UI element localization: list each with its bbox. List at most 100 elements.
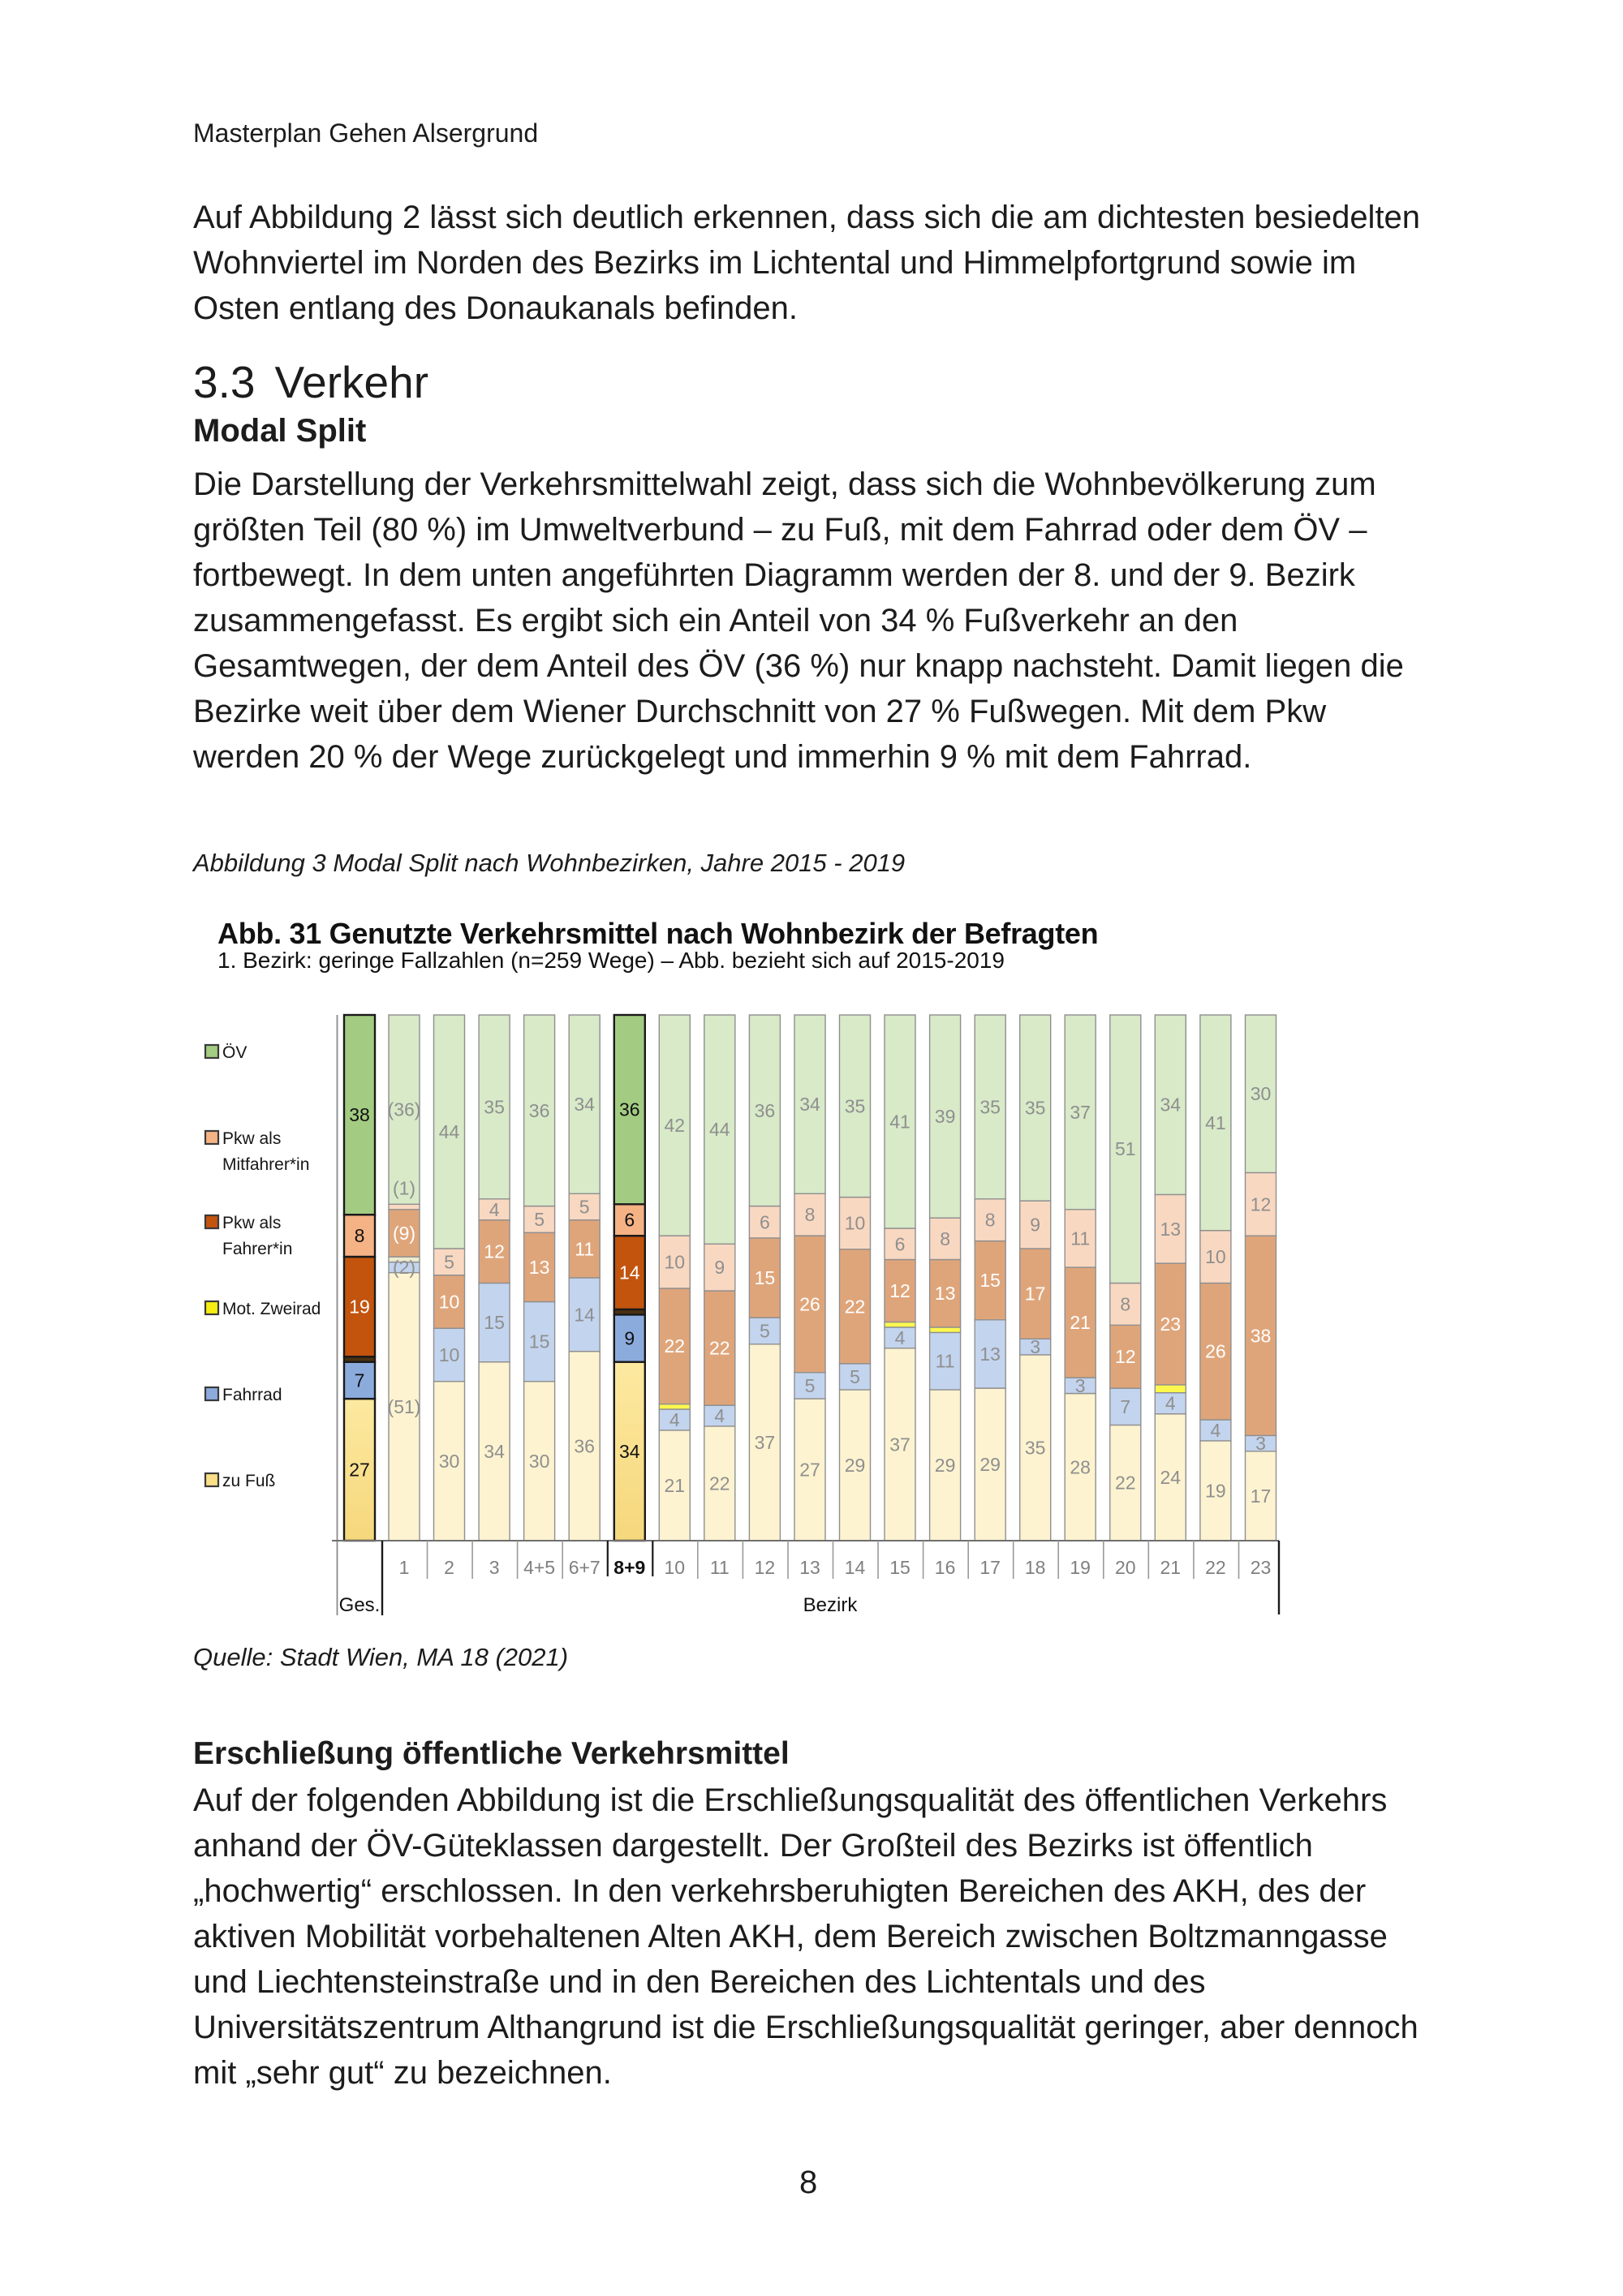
svg-text:6+7: 6+7 [569,1557,601,1578]
svg-text:34: 34 [574,1094,595,1115]
svg-text:11: 11 [1070,1228,1090,1249]
svg-text:38: 38 [349,1104,370,1125]
svg-text:36: 36 [529,1100,550,1121]
svg-text:38: 38 [1251,1325,1272,1346]
svg-text:12: 12 [755,1557,776,1578]
svg-text:15: 15 [979,1270,1001,1291]
svg-text:30: 30 [529,1451,550,1472]
svg-text:14: 14 [574,1304,595,1325]
svg-text:12: 12 [1115,1346,1136,1367]
svg-text:Mitfahrer*in: Mitfahrer*in [222,1155,309,1174]
svg-text:36: 36 [574,1435,595,1456]
svg-text:51: 51 [1115,1138,1136,1159]
svg-text:(9): (9) [393,1223,415,1244]
svg-text:11: 11 [710,1557,730,1578]
svg-text:41: 41 [889,1111,911,1133]
svg-text:5: 5 [760,1321,770,1342]
svg-text:22: 22 [709,1473,730,1494]
svg-text:Pkw als: Pkw als [222,1129,281,1148]
svg-text:8: 8 [1120,1293,1130,1314]
svg-text:9: 9 [624,1328,635,1349]
svg-text:13: 13 [799,1557,820,1578]
svg-text:10: 10 [439,1344,460,1365]
svg-text:36: 36 [619,1099,640,1120]
svg-text:Ges.: Ges. [339,1594,381,1616]
svg-text:4: 4 [1211,1420,1221,1441]
svg-text:5: 5 [850,1366,860,1387]
svg-text:4: 4 [714,1405,725,1426]
svg-text:Pkw als: Pkw als [222,1214,281,1232]
svg-text:20: 20 [1115,1557,1136,1578]
svg-text:15: 15 [755,1267,776,1288]
svg-text:4: 4 [895,1327,906,1348]
svg-text:4: 4 [1165,1393,1176,1414]
svg-text:5: 5 [579,1197,590,1218]
svg-text:21: 21 [1070,1312,1091,1333]
svg-text:(2): (2) [393,1257,415,1278]
svg-text:7: 7 [1120,1396,1130,1417]
svg-text:14: 14 [619,1262,640,1283]
svg-text:35: 35 [484,1096,505,1117]
svg-text:44: 44 [439,1121,460,1142]
svg-text:21: 21 [665,1475,686,1496]
svg-text:17: 17 [1251,1486,1272,1507]
svg-text:23: 23 [1160,1314,1182,1335]
svg-text:16: 16 [935,1557,956,1578]
svg-text:34: 34 [1160,1094,1182,1116]
svg-text:35: 35 [1025,1098,1046,1119]
svg-text:29: 29 [979,1454,1001,1475]
svg-text:30: 30 [439,1451,460,1472]
svg-text:13: 13 [529,1257,550,1278]
svg-text:12: 12 [484,1241,505,1262]
svg-text:26: 26 [1205,1341,1226,1362]
svg-text:5: 5 [805,1375,816,1396]
svg-text:42: 42 [665,1115,686,1136]
svg-text:3: 3 [1075,1375,1086,1396]
svg-text:27: 27 [349,1460,370,1481]
svg-text:29: 29 [845,1455,866,1476]
svg-text:22: 22 [665,1335,686,1357]
svg-text:35: 35 [979,1096,1001,1117]
svg-text:17: 17 [1025,1283,1046,1305]
svg-text:10: 10 [665,1557,686,1578]
svg-text:28: 28 [1070,1456,1091,1477]
svg-text:12: 12 [1251,1193,1272,1215]
svg-text:1: 1 [399,1557,410,1578]
svg-text:22: 22 [845,1296,866,1317]
svg-text:37: 37 [755,1432,776,1453]
svg-text:44: 44 [709,1119,730,1140]
svg-text:34: 34 [799,1094,820,1115]
svg-text:9: 9 [714,1257,725,1278]
svg-text:34: 34 [484,1441,505,1462]
svg-text:13: 13 [935,1283,956,1304]
svg-text:8+9: 8+9 [613,1557,645,1578]
svg-text:Bezirk: Bezirk [803,1594,859,1616]
svg-text:35: 35 [1025,1438,1046,1459]
svg-text:22: 22 [709,1338,730,1359]
svg-text:39: 39 [935,1106,956,1127]
svg-text:10: 10 [845,1213,866,1234]
svg-text:14: 14 [845,1557,866,1578]
svg-text:15: 15 [889,1557,911,1578]
svg-text:8: 8 [940,1228,950,1249]
svg-text:zu Fuß: zu Fuß [222,1472,275,1490]
svg-text:29: 29 [935,1455,956,1476]
svg-text:3: 3 [1030,1336,1040,1357]
svg-text:13: 13 [1160,1219,1182,1240]
svg-text:10: 10 [1205,1246,1226,1267]
svg-text:27: 27 [799,1460,820,1481]
svg-text:15: 15 [484,1312,505,1333]
svg-text:6: 6 [624,1210,635,1231]
svg-text:13: 13 [979,1344,1001,1365]
svg-text:9: 9 [1030,1215,1040,1236]
svg-text:(51): (51) [388,1396,421,1417]
svg-text:30: 30 [1251,1083,1272,1104]
svg-text:15: 15 [529,1331,550,1352]
svg-text:11: 11 [575,1238,594,1259]
svg-text:19: 19 [1070,1557,1091,1578]
svg-text:Fahrrad: Fahrrad [222,1386,282,1404]
svg-text:7: 7 [355,1369,365,1391]
svg-text:37: 37 [1070,1102,1091,1123]
svg-text:Fahrer*in: Fahrer*in [222,1240,292,1258]
svg-text:11: 11 [936,1351,955,1372]
